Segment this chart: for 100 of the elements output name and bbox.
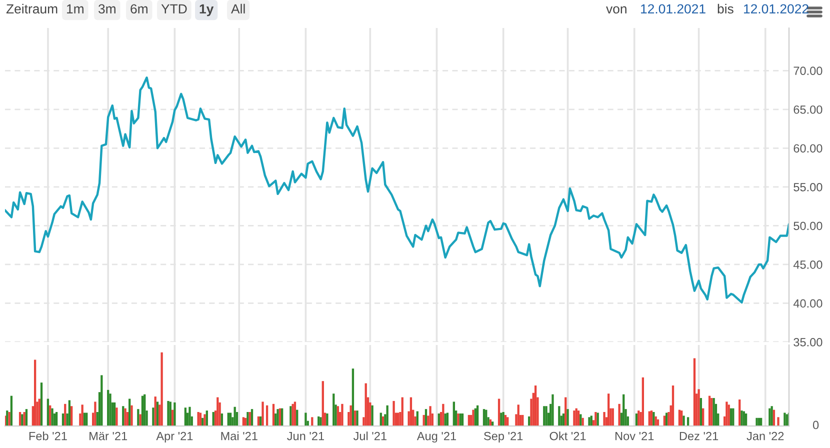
text: Zeitraum (6, 4, 58, 14)
bar (68, 400, 71, 426)
bar (49, 405, 52, 426)
x-tick-label: Feb '21 (29, 432, 67, 440)
bar (156, 402, 159, 426)
bar (174, 402, 176, 426)
bar (167, 400, 170, 426)
bar (726, 402, 728, 426)
bar (107, 390, 110, 426)
bar (204, 414, 206, 426)
bar (292, 404, 294, 426)
bar (234, 406, 236, 426)
bar (266, 405, 268, 426)
text: 12.01.2021 (641, 4, 706, 14)
text: von (606, 6, 626, 14)
bar (272, 404, 275, 426)
bar (144, 394, 146, 426)
bar (341, 404, 344, 426)
bar (424, 409, 428, 426)
text: 0 (812, 420, 819, 430)
bar (332, 394, 335, 426)
bar (700, 398, 702, 426)
bar (141, 396, 144, 426)
bar (64, 404, 66, 426)
bar (81, 404, 84, 426)
bar (784, 412, 786, 426)
bar (386, 405, 388, 426)
bar (558, 406, 560, 426)
bar (642, 377, 644, 426)
line-series (5, 76, 789, 304)
text: bis (718, 4, 734, 14)
bar (588, 417, 590, 426)
bar (18, 412, 22, 426)
bar (502, 412, 504, 426)
x-tick-label: Mär '21 (90, 432, 128, 440)
bar (152, 408, 154, 426)
bar (100, 375, 103, 426)
bar (199, 412, 202, 426)
bar (229, 412, 232, 426)
bar (577, 410, 580, 426)
bar (364, 383, 367, 426)
bar (728, 404, 730, 426)
bar (682, 416, 685, 426)
bar (566, 409, 569, 426)
bar (139, 414, 142, 426)
bar (371, 405, 374, 426)
bar (582, 418, 584, 426)
bar (184, 408, 186, 426)
bar (86, 412, 88, 426)
bar (250, 409, 254, 426)
bar (51, 408, 54, 426)
y-tick-label: 35.00 (794, 338, 822, 346)
x-tick-label: Aug '21 (416, 432, 456, 443)
bar (197, 412, 200, 426)
bar (777, 417, 780, 426)
bar (498, 398, 500, 426)
bar (188, 406, 191, 426)
bar (46, 398, 50, 426)
bar (336, 406, 340, 426)
y-tick-label: 45.00 (793, 260, 822, 269)
bar (652, 412, 655, 426)
bar (352, 368, 354, 426)
bar (350, 405, 352, 426)
y-tick-label: 50.00 (794, 222, 822, 230)
bar (392, 400, 395, 426)
bar (137, 409, 140, 426)
bar (401, 397, 404, 426)
bar (34, 360, 36, 426)
x-tick-label: Okt '21 (550, 432, 586, 440)
x-tick-label: Jan '22 (746, 432, 784, 440)
bar (380, 412, 382, 426)
bar (573, 410, 576, 426)
x-tick-label: Nov '21 (615, 432, 654, 440)
bar (580, 414, 582, 426)
bar (564, 397, 567, 426)
bar (94, 402, 96, 426)
bar (160, 352, 163, 426)
bar (169, 402, 172, 426)
bar (109, 394, 112, 426)
y-tick-label: 70.00 (794, 66, 822, 76)
bar (25, 409, 28, 426)
bar (113, 402, 116, 426)
bar (70, 406, 73, 426)
text: 1y (200, 4, 214, 16)
bar (397, 412, 400, 426)
bar (608, 394, 610, 426)
bar (663, 416, 666, 426)
bar (446, 412, 449, 426)
text: 1m (67, 4, 84, 14)
text: YTD (161, 4, 187, 14)
bar (294, 402, 296, 426)
bar (216, 397, 219, 426)
x-tick-label: Apr '21 (156, 432, 193, 443)
x-tick-label: Mai '21 (221, 432, 258, 440)
bar (476, 405, 479, 426)
x-tick-label: Dez '21 (680, 432, 718, 440)
y-tick-label: 40.00 (793, 299, 822, 308)
bar (262, 402, 264, 426)
y-tick-label: 55.00 (794, 182, 822, 192)
bar (126, 412, 129, 426)
